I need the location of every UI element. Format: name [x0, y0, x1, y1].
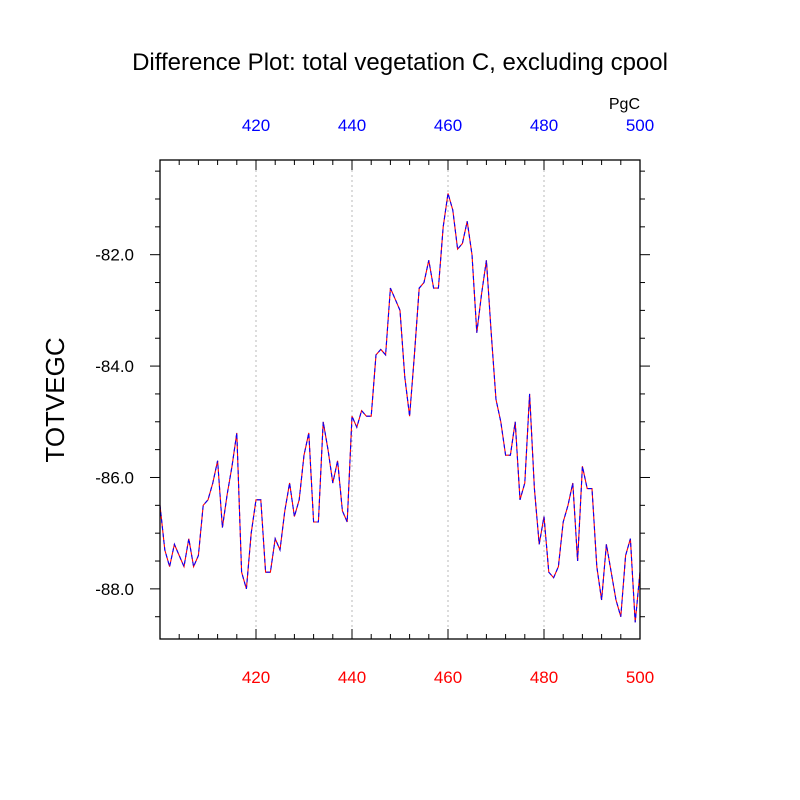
- top-x-tick-labels: 420 440 460 480 500: [242, 116, 654, 135]
- x-tick-label-top: 440: [338, 116, 366, 135]
- x-tick-label-bottom: 500: [626, 668, 654, 687]
- bottom-x-tick-labels: 420 440 460 480 500: [242, 668, 654, 687]
- series-layer: [159, 193, 641, 623]
- y-tick-label: -82.0: [95, 246, 134, 265]
- series-line-1: [159, 193, 641, 623]
- x-tick-label-top: 420: [242, 116, 270, 135]
- vertical-grid: [255, 160, 545, 639]
- axis-ticks: [150, 160, 650, 639]
- y-tick-label: -84.0: [95, 357, 134, 376]
- x-tick-label-bottom: 440: [338, 668, 366, 687]
- x-tick-label-bottom: 480: [530, 668, 558, 687]
- x-tick-label-bottom: 420: [242, 668, 270, 687]
- x-tick-label-top: 500: [626, 116, 654, 135]
- series-line-2: [159, 193, 641, 623]
- x-tick-label-bottom: 460: [434, 668, 462, 687]
- y-tick-label: -86.0: [95, 468, 134, 487]
- plot-frame: [159, 159, 641, 640]
- x-tick-label-top: 460: [434, 116, 462, 135]
- chart-title: Difference Plot: total vegetation C, exc…: [132, 49, 668, 76]
- x-tick-label-top: 480: [530, 116, 558, 135]
- units-label: PgC: [609, 96, 640, 113]
- y-tick-label: -88.0: [95, 580, 134, 599]
- y-tick-labels: -88.0 -86.0 -84.0 -82.0: [95, 246, 134, 599]
- y-axis-label: TOTVEGC: [40, 337, 70, 462]
